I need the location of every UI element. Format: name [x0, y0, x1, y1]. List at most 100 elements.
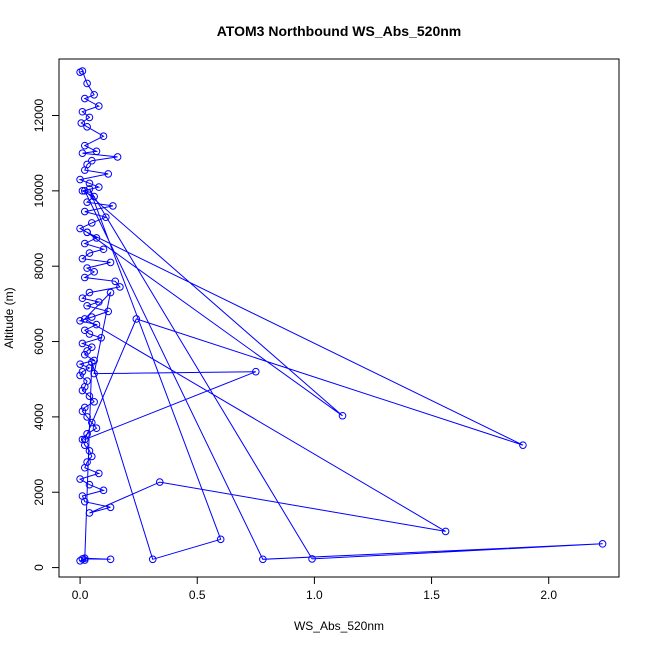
data-point: [88, 358, 96, 367]
data-point: [76, 224, 84, 233]
data-point: [80, 187, 89, 195]
data-point: [83, 347, 91, 355]
data-point: [83, 79, 91, 88]
data-point: [78, 187, 87, 195]
data-point: [80, 315, 89, 323]
data-point: [80, 350, 89, 359]
data-point: [106, 288, 115, 297]
data-point: [116, 283, 124, 291]
data-point: [132, 315, 141, 323]
data-point: [76, 175, 84, 184]
data-point: [216, 535, 225, 544]
data-point: [88, 452, 96, 461]
data-point: [76, 371, 84, 380]
data-point: [80, 463, 89, 472]
data-point: [80, 556, 89, 564]
data-point: [95, 183, 103, 191]
data-point: [308, 555, 316, 563]
data-point: [85, 179, 94, 188]
data-point: [83, 413, 91, 421]
data-point: [78, 294, 87, 303]
x-axis-label: WS_Abs_520nm: [294, 619, 384, 633]
data-point: [76, 360, 84, 368]
data-point: [106, 503, 115, 512]
data-point: [90, 90, 98, 99]
series-polyline: [78, 70, 603, 562]
data-point: [78, 367, 87, 376]
data-point: [102, 213, 110, 222]
y-tick-label: 4000: [32, 403, 46, 430]
data-point: [85, 249, 94, 257]
data-point: [80, 94, 89, 103]
data-point: [90, 356, 98, 365]
y-axis: 0 2000 4000 6000 8000 10000 12000: [32, 99, 60, 571]
y-tick-label: 12000: [32, 99, 46, 133]
data-point: [85, 480, 94, 489]
data-point: [99, 132, 108, 141]
plot-frame: [58, 58, 620, 578]
series-points: [76, 67, 607, 565]
data-point: [92, 424, 101, 432]
data-point: [92, 234, 101, 242]
data-point: [78, 339, 87, 348]
data-point: [85, 185, 94, 193]
data-point: [441, 527, 450, 536]
data-point: [78, 107, 87, 116]
data-point: [95, 469, 103, 478]
data-point: [78, 149, 87, 157]
data-point: [85, 509, 94, 517]
data-point: [148, 555, 157, 564]
data-point: [95, 102, 103, 110]
data-point: [155, 478, 164, 486]
y-tick-label: 0: [32, 564, 46, 571]
data-point: [76, 475, 84, 483]
x-tick-label: 2.0: [540, 588, 557, 602]
data-point: [90, 268, 98, 276]
data-point: [80, 435, 89, 444]
data-point: [76, 317, 84, 325]
data-point: [80, 382, 89, 391]
data-point: [338, 411, 347, 420]
data-point: [80, 141, 89, 150]
data-point: [78, 386, 87, 395]
x-axis: 0.0 0.5 1.0 1.5 2.0: [72, 576, 557, 602]
data-point: [80, 207, 89, 216]
data-point: [92, 147, 101, 156]
data-point: [88, 313, 96, 321]
data-point: [88, 343, 96, 351]
data-point: [83, 264, 91, 272]
data-point: [88, 418, 96, 427]
x-tick-label: 1.0: [306, 588, 323, 602]
data-point: [113, 153, 122, 161]
data-point: [598, 540, 607, 548]
data-point: [85, 330, 94, 338]
data-point: [259, 555, 267, 564]
data-point: [80, 166, 89, 174]
x-tick-label: 1.5: [423, 588, 440, 602]
data-point: [85, 113, 94, 122]
data-point: [85, 288, 94, 297]
data-point: [83, 123, 91, 131]
data-point: [80, 403, 89, 412]
data-point: [106, 555, 115, 564]
data-point: [88, 156, 96, 165]
y-tick-label: 10000: [32, 174, 46, 208]
data-point: [97, 333, 105, 342]
series-line: [78, 70, 603, 562]
data-point: [78, 67, 87, 75]
data-point: [76, 557, 84, 565]
data-point: [109, 202, 117, 210]
data-point: [78, 407, 87, 416]
y-tick-label: 8000: [32, 253, 46, 280]
data-point: [104, 170, 113, 178]
data-point: [104, 307, 113, 316]
data-point: [80, 441, 89, 449]
data-point: [85, 392, 94, 400]
data-point: [83, 301, 91, 310]
data-point: [78, 254, 87, 263]
data-point: [80, 273, 89, 282]
y-tick-label: 6000: [32, 328, 46, 355]
data-point: [111, 277, 120, 286]
data-point: [95, 298, 103, 306]
